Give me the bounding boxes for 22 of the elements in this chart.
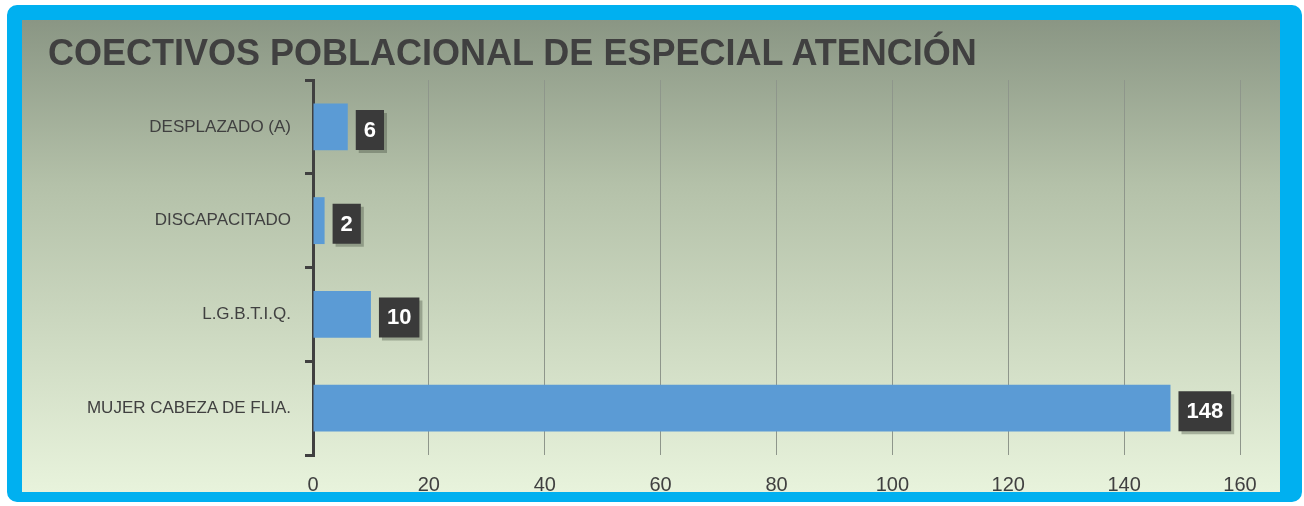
bar: [313, 197, 325, 245]
y-tick-label: DISCAPACITADO: [154, 210, 291, 230]
x-tick-label: 0: [307, 472, 319, 495]
x-tick-label: 60: [649, 472, 672, 495]
y-tick-label: L.G.B.T.I.Q.: [202, 304, 291, 324]
data-label: 2: [340, 210, 353, 236]
x-tick-label: 140: [1107, 472, 1141, 495]
data-label: 148: [1186, 398, 1224, 424]
data-label: 6: [363, 116, 377, 142]
x-tick-label: 160: [1223, 472, 1257, 495]
y-tick-label: MUJER CABEZA DE FLIA.: [86, 397, 291, 417]
bar: [313, 290, 371, 338]
x-tick-label: 120: [991, 472, 1025, 495]
bar: [313, 103, 348, 151]
bar: [313, 384, 1171, 432]
chart-title: COECTIVOS POBLACIONAL DE ESPECIAL ATENCIÓN: [48, 32, 977, 73]
x-tick-label: 80: [765, 472, 788, 495]
x-tick-label: 40: [533, 472, 556, 495]
y-tick-label: DESPLAZADO (A): [149, 116, 291, 136]
x-tick-label: 20: [417, 472, 440, 495]
data-label: 10: [386, 304, 412, 330]
x-tick-label: 100: [875, 472, 910, 495]
